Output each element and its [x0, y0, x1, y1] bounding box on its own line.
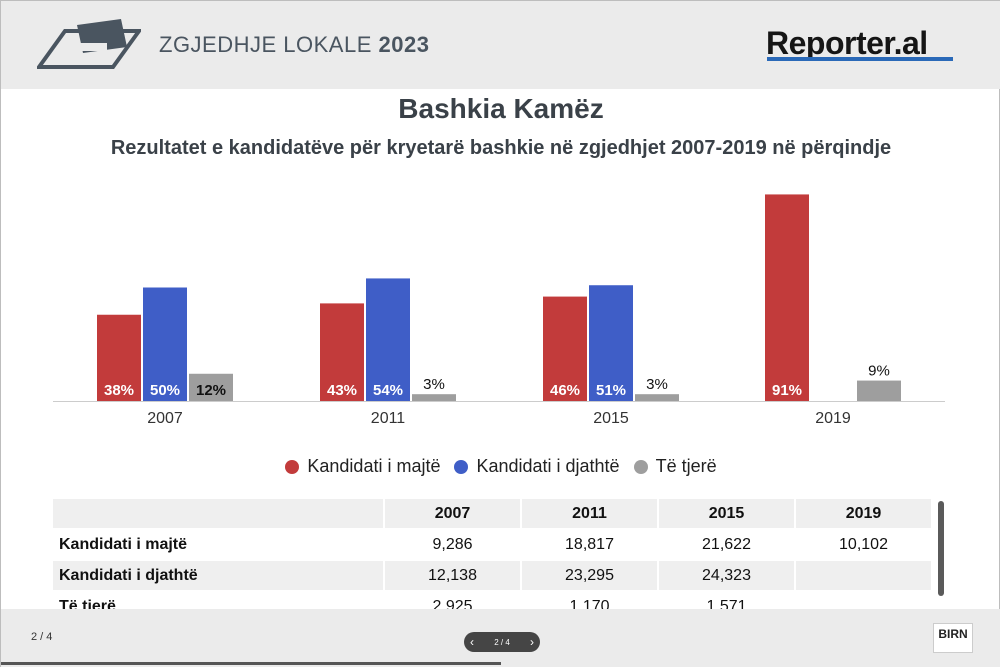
chart-subtitle: Rezultatet e kandidatëve për kryetarë ba… — [110, 137, 892, 159]
pager-control: ‹ 2 / 4 › — [464, 632, 540, 652]
table-row: Të tjerë 2,925 1,170 1,571 — [53, 592, 933, 611]
legend-item[interactable]: Kandidati i djathtë — [454, 456, 620, 477]
legend-label: Të tjerë — [655, 456, 717, 476]
legend-dot-icon — [454, 459, 469, 474]
table-cell: 23,295 — [522, 561, 659, 592]
pager-label: 2 / 4 — [494, 637, 510, 647]
table-header-cell: 2015 — [659, 499, 796, 530]
table-header-cell — [53, 499, 385, 530]
table-cell: 9,286 — [385, 530, 522, 561]
bar[interactable] — [143, 287, 187, 402]
table-cell — [796, 592, 933, 611]
bar[interactable] — [765, 194, 809, 401]
data-label: 3% — [646, 376, 668, 393]
header-title-light: ZGJEDHJE LOKALE — [159, 32, 372, 57]
bar[interactable] — [857, 380, 901, 401]
table-cell: 21,622 — [659, 530, 796, 561]
data-label: 46% — [550, 382, 580, 399]
footer-bar: 2 / 4 ‹ 2 / 4 › BIRN — [1, 609, 1000, 667]
table-row-label: Kandidati i djathtë — [53, 561, 385, 592]
bar[interactable] — [543, 296, 587, 401]
data-label: 3% — [423, 376, 445, 393]
x-tick-label: 2015 — [593, 410, 629, 427]
table-body: Kandidati i majtë 9,286 18,817 21,622 10,102… — [53, 530, 933, 611]
legend-dot-icon — [633, 459, 648, 474]
table-row-label: Të tjerë — [53, 592, 385, 611]
ballot-box-icon — [37, 19, 141, 69]
x-tick-label: 2019 — [815, 410, 851, 427]
data-label: 91% — [772, 382, 802, 399]
bar[interactable] — [635, 394, 679, 401]
data-label: 12% — [196, 382, 226, 399]
table-scrollbar[interactable] — [938, 501, 944, 596]
table-cell: 24,323 — [659, 561, 796, 592]
progress-line — [1, 662, 501, 665]
table-header-cell: 2011 — [522, 499, 659, 530]
header-bar: ZGJEDHJE LOKALE 2023 Reporter.al — [1, 1, 1000, 89]
brand-logo[interactable]: Reporter.al — [766, 25, 928, 61]
table-cell: 1,170 — [522, 592, 659, 611]
bar-chart: 38% 50% 12% 2007 43% 54% 3% 2011 46% 51% 3% 2015 91%… — [53, 194, 945, 427]
table-header-cell: 2019 — [796, 499, 933, 530]
table-row: Kandidati i majtë 9,286 18,817 21,622 10,102 — [53, 530, 933, 561]
table-row-label: Kandidati i majtë — [53, 530, 385, 561]
votes-table-container[interactable]: 2007 2011 2015 2019 Kandidati i majtë 9,286 1… — [53, 499, 933, 611]
next-page-icon[interactable]: › — [529, 635, 534, 649]
table-cell: 2,925 — [385, 592, 522, 611]
birn-logo: BIRN — [933, 623, 973, 653]
page-indicator: 2 / 4 — [31, 631, 53, 643]
data-label: 9% — [868, 363, 890, 380]
data-label: 43% — [327, 382, 357, 399]
table-cell: 1,571 — [659, 592, 796, 611]
bar[interactable] — [366, 278, 410, 401]
brand-underline — [767, 57, 953, 61]
table-row: Kandidati i djathtë 12,138 23,295 24,323 — [53, 561, 933, 592]
data-label: 54% — [373, 382, 403, 399]
data-label: 51% — [596, 382, 626, 399]
bar[interactable] — [320, 303, 364, 401]
data-label: 50% — [150, 382, 180, 399]
chart-title: Bashkia Kamëz — [398, 93, 604, 124]
bar[interactable] — [97, 314, 141, 401]
x-tick-label: 2007 — [147, 410, 183, 427]
bar[interactable] — [189, 373, 233, 401]
legend-item[interactable]: Të tjerë — [633, 456, 717, 477]
table-cell: 10,102 — [796, 530, 933, 561]
prev-page-icon[interactable]: ‹ — [470, 635, 474, 649]
table-cell: 18,817 — [522, 530, 659, 561]
header-title: ZGJEDHJE LOKALE 2023 — [159, 32, 429, 58]
table-cell — [796, 561, 933, 592]
legend-dot-icon — [285, 459, 300, 474]
header-title-year: 2023 — [378, 32, 430, 57]
x-tick-label: 2011 — [371, 410, 406, 427]
table-cell: 12,138 — [385, 561, 522, 592]
legend-item[interactable]: Kandidati i majtë — [285, 456, 440, 477]
bar[interactable] — [589, 285, 633, 401]
data-label: 38% — [104, 382, 134, 399]
legend-label: Kandidati i djathtë — [476, 456, 620, 476]
table-header-row: 2007 2011 2015 2019 — [53, 499, 933, 530]
votes-table: 2007 2011 2015 2019 Kandidati i majtë 9,286 1… — [53, 499, 933, 611]
bar[interactable] — [412, 394, 456, 401]
legend-label: Kandidati i majtë — [307, 456, 441, 476]
chart-legend: Kandidati i majtë Kandidati i djathtë Të t… — [1, 456, 1000, 477]
table-header-cell: 2007 — [385, 499, 522, 530]
